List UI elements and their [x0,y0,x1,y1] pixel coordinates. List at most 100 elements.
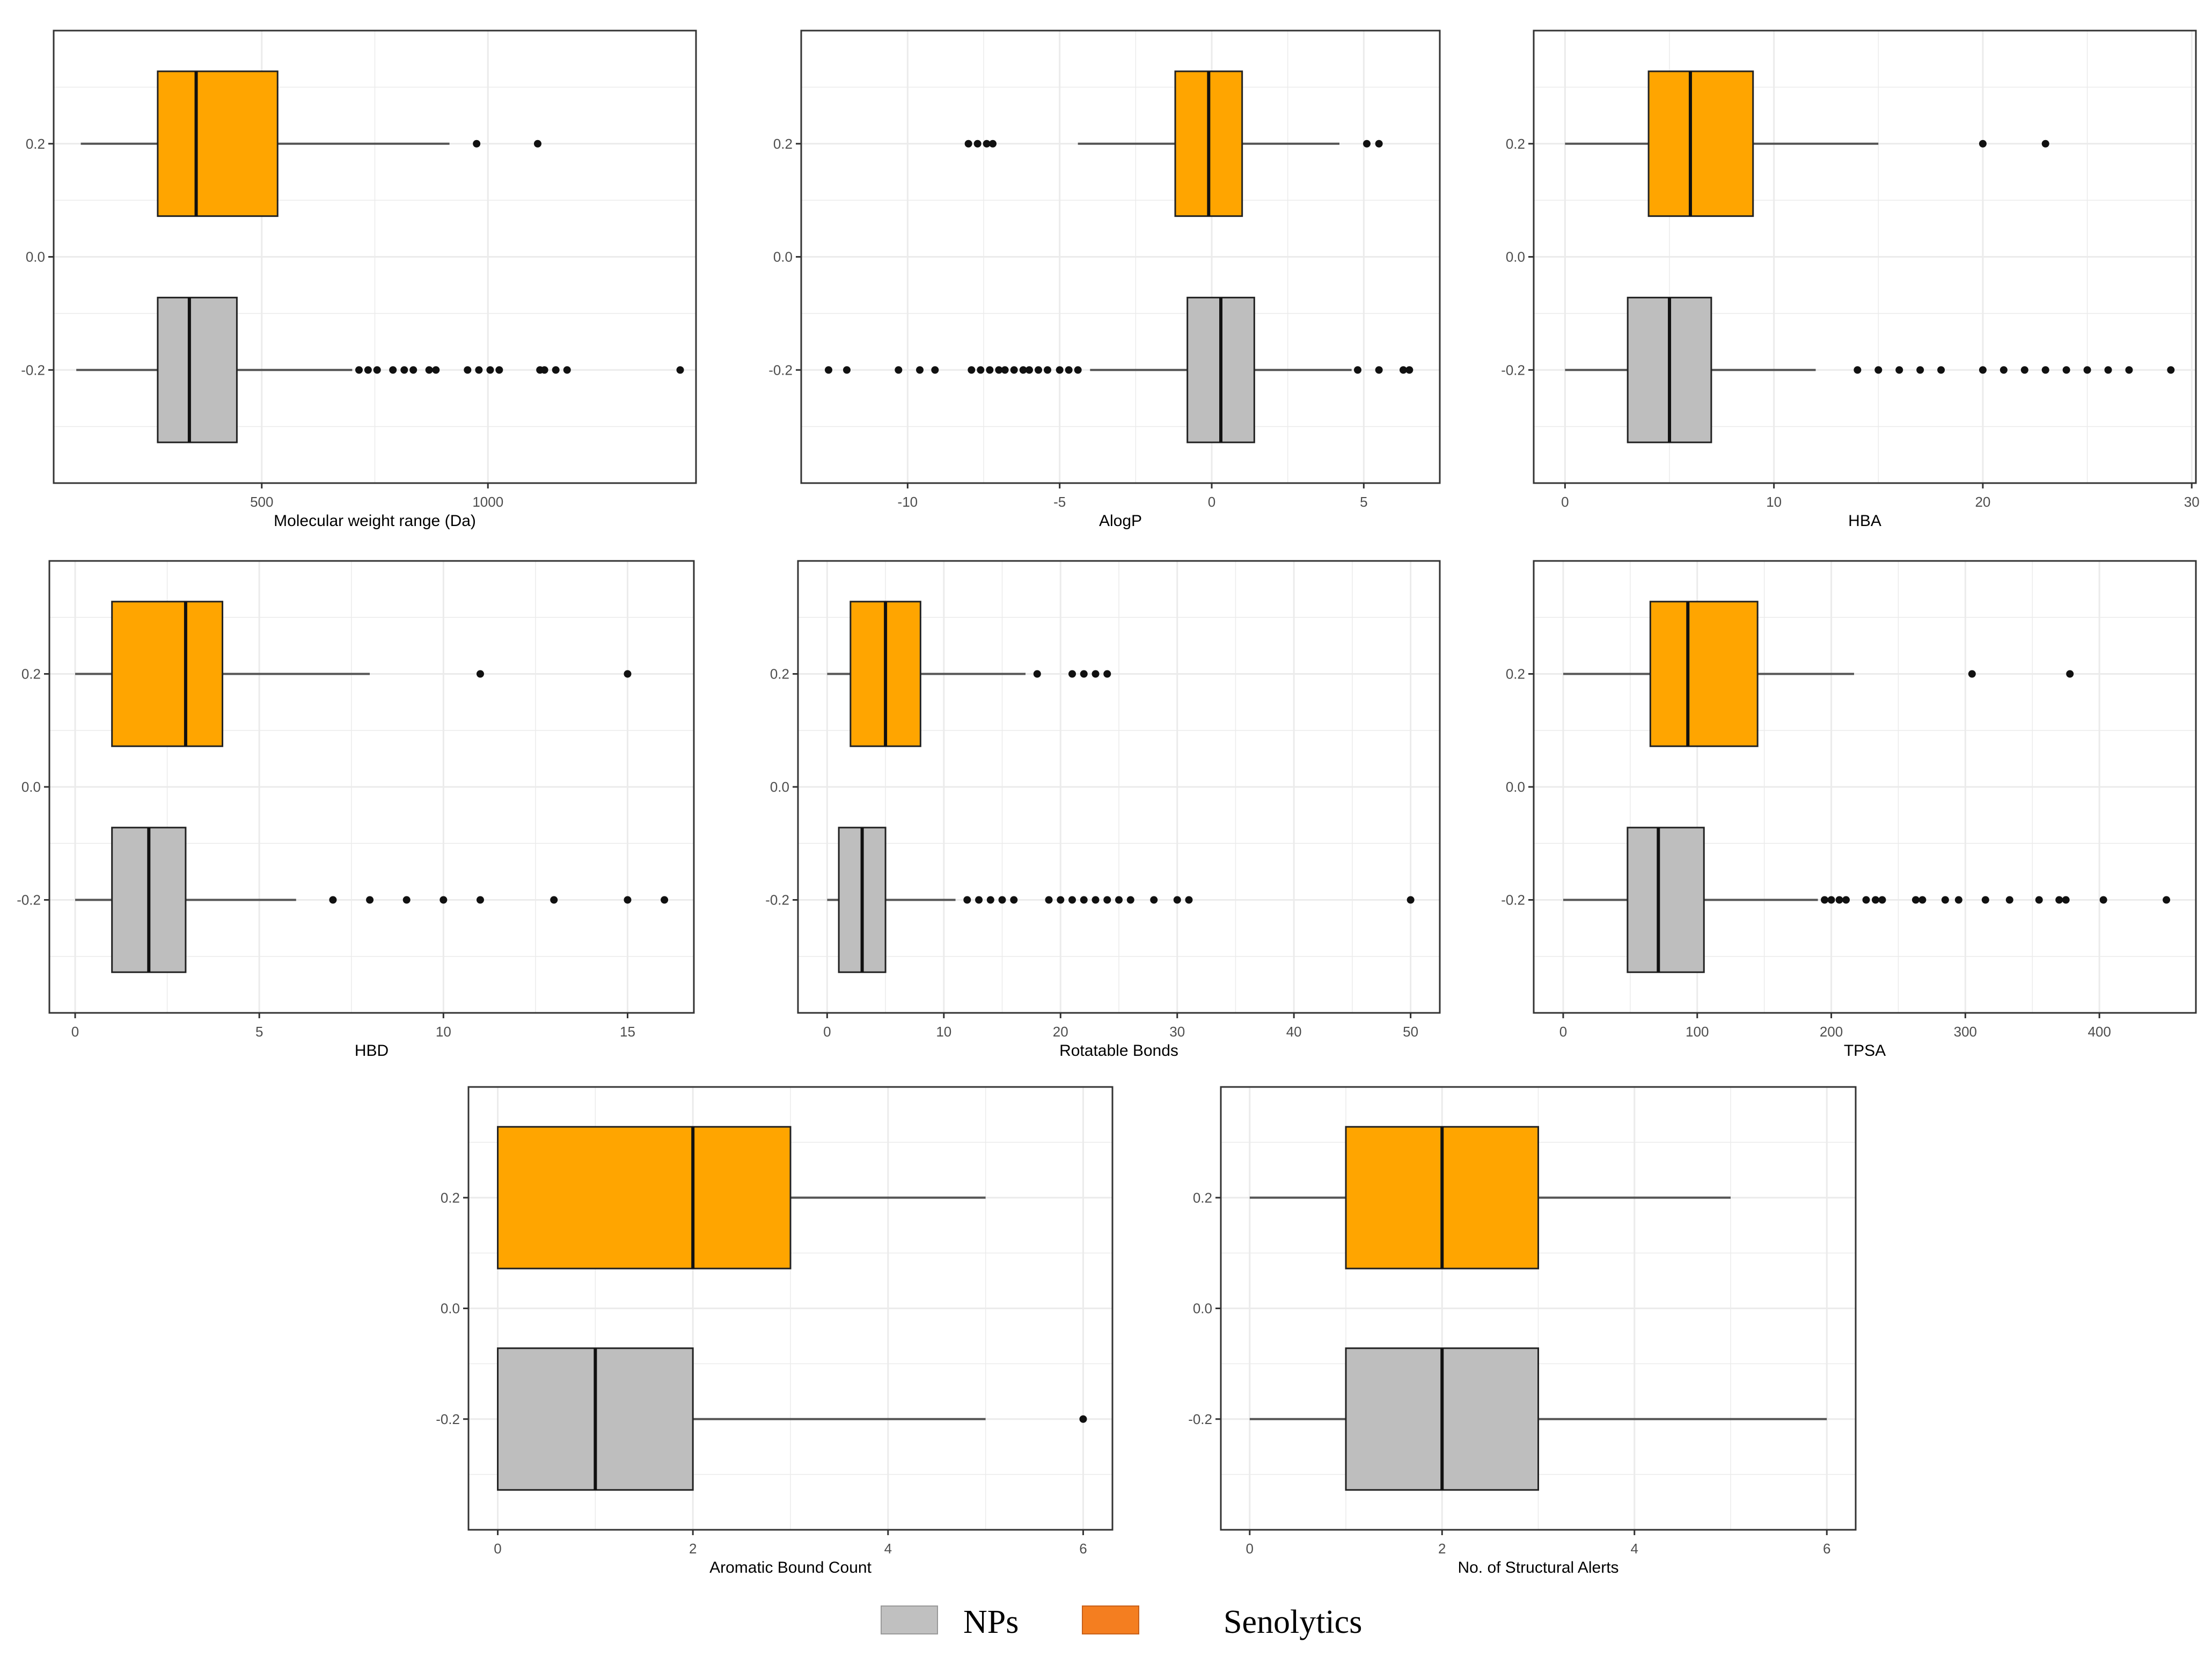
y-tick-label: 0.0 [1193,1301,1212,1317]
outlier-point [2055,896,2063,904]
x-axis-title: Rotatable Bonds [1059,1042,1178,1060]
outlier-point [2005,896,2013,904]
outlier-point [1026,366,1033,374]
outlier-point [389,366,397,374]
outlier-point [973,140,982,148]
y-tick-label: -0.2 [17,892,41,908]
outlier-point [1954,896,1962,904]
outlier-point [476,896,484,904]
outlier-point [2167,366,2175,374]
x-tick-label: 5 [255,1024,263,1040]
outlier-point [550,896,558,904]
outlier-point [476,670,484,678]
outlier-point [624,670,632,678]
outlier-point [2066,670,2074,678]
x-tick-label: 30 [1169,1024,1185,1040]
y-tick-label: -0.2 [1501,892,1525,908]
outlier-point [552,366,560,374]
outlier-point [998,896,1006,904]
x-tick-label: 1000 [472,494,503,510]
panel-8: 0.2 0.0 -0.2 0 2 4 6 No. of Structural Alerts [1188,1086,1857,1576]
x-tick-label: -10 [898,494,918,510]
outlier-point [329,896,337,904]
y-tick-label: -0.2 [768,362,793,378]
outlier-point [1080,670,1088,678]
outlier-point [473,140,481,148]
x-tick-label: 2 [1438,1541,1446,1557]
outlier-point [563,366,571,374]
box-senolytics [157,70,279,217]
outlier-point [661,896,669,904]
y-tick-label: 0.2 [1193,1189,1212,1206]
outlier-point [425,366,433,374]
x-tick-label: 50 [1403,1024,1418,1040]
outlier-point [2062,366,2070,374]
outlier-point [1185,896,1193,904]
outlier-point [983,140,991,148]
outlier-point [1001,366,1009,374]
x-tick-label: 6 [1079,1541,1087,1557]
y-tick-label: 0.2 [441,1189,460,1206]
outlier-point [432,366,440,374]
outlier-point [2035,896,2043,904]
outlier-point [916,366,924,374]
panel-2: 0.2 0.0 -0.2 -10 -5 0 5 AlogP [768,30,1441,530]
outlier-point [2163,896,2171,904]
outlier-point [366,896,374,904]
outlier-point [1895,366,1903,374]
box-nps [1627,827,1705,973]
outlier-point [1065,366,1073,374]
outlier-point [355,366,363,374]
outlier-point [1871,896,1879,904]
outlier-point [975,896,983,904]
outlier-point [1057,896,1065,904]
x-axis-title: TPSA [1844,1042,1886,1060]
outlier-point [1911,896,1920,904]
y-tick-label: -0.2 [765,892,789,908]
legend-label-senolytics: Senolytics [1224,1604,1362,1640]
x-tick-label: -5 [1053,494,1066,510]
outlier-point [1150,896,1158,904]
x-axis-title: No. of Structural Alerts [1457,1559,1618,1576]
x-tick-label: 10 [1766,494,1782,510]
y-tick-label: 0.2 [1506,136,1525,152]
outlier-point [540,366,548,374]
outlier-point [1842,896,1850,904]
outlier-point [931,366,939,374]
outlier-point [2041,366,2049,374]
panel-3: 0.2 0.0 -0.2 0 10 20 30 HBA [1501,30,2200,530]
outlier-point [1999,366,2008,374]
outlier-point [1878,896,1886,904]
x-tick-label: 5 [1360,494,1367,510]
outlier-point [1968,670,1976,678]
outlier-point [825,366,832,374]
outlier-point [963,896,971,904]
x-axis-title: HBA [1848,512,1881,530]
legend-label-nps: NPs [963,1604,1019,1640]
y-tick-label: 0.2 [1506,666,1525,682]
x-tick-label: 20 [1053,1024,1068,1040]
y-tick-label: 0.0 [26,249,45,265]
outlier-point [676,366,684,374]
y-tick-label: 0.2 [770,666,789,682]
outlier-point [1821,896,1829,904]
outlier-point [624,896,632,904]
y-tick-label: -0.2 [21,362,45,378]
outlier-point [2041,140,2049,148]
x-tick-label: 0 [1559,1024,1567,1040]
outlier-point [1937,366,1945,374]
panel-1: 0.2 0.0 -0.2 500 1000 Molecular weight range … [21,30,697,530]
x-tick-label: 400 [2088,1024,2111,1040]
outlier-point [402,896,411,904]
x-tick-label: 4 [884,1541,892,1557]
outlier-point [1044,366,1051,374]
x-axis-title: Molecular weight range (Da) [274,512,476,530]
outlier-point [1173,896,1181,904]
outlier-point [1918,896,1927,904]
outlier-point [400,366,408,374]
outlier-point [1035,366,1042,374]
x-tick-label: 10 [436,1024,451,1040]
x-tick-label: 0 [1208,494,1215,510]
